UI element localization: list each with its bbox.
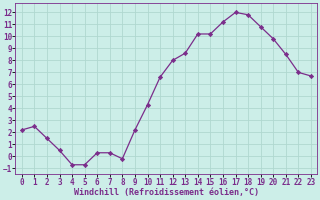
X-axis label: Windchill (Refroidissement éolien,°C): Windchill (Refroidissement éolien,°C): [74, 188, 259, 197]
